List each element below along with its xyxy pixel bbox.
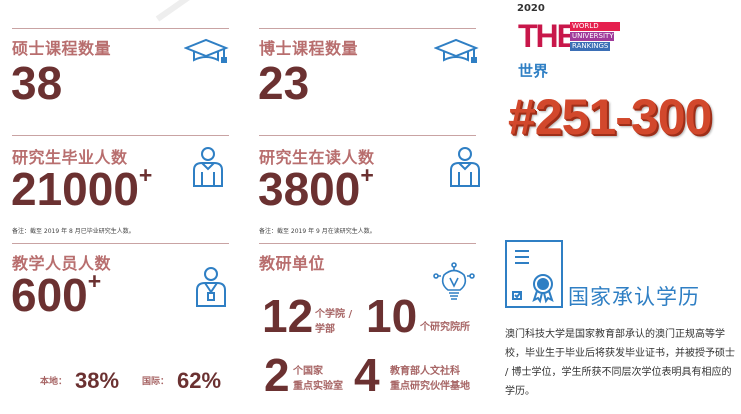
master-programs-value: 38: [11, 57, 63, 109]
divider: [259, 135, 476, 136]
the-logo-line: RANKINGS: [570, 42, 610, 51]
pg-graduates-title: 研究生毕业人数: [12, 148, 128, 167]
divider: [12, 243, 229, 244]
value-number: 3800: [258, 163, 361, 215]
institutes-value: 10: [366, 290, 418, 342]
pg-graduates-note: 备注：截至 2019 年 8 月已毕业研究生人数。: [12, 228, 135, 235]
certificate-icon: [505, 240, 563, 308]
faculties-label: 个学院 / 学部: [315, 307, 352, 337]
phd-programs-value: 23: [258, 57, 310, 109]
institutes-label: 个研究院所: [420, 322, 470, 333]
phd-programs-title: 博士课程数量: [259, 39, 359, 58]
mortarboard-icon: [184, 38, 230, 64]
lightbulb-icon: [432, 262, 476, 304]
divider: [259, 243, 476, 244]
staff-badge-icon: [195, 266, 227, 308]
pg-graduates-value: 21000+: [11, 163, 152, 215]
label-line: 学部: [315, 324, 335, 335]
the-logo-line: UNIVERSITY: [570, 32, 614, 41]
value-suffix: +: [87, 268, 102, 294]
label-line: 个国家: [293, 366, 323, 377]
labs-label: 个国家 重点实验室: [293, 364, 343, 394]
master-programs-title: 硕士课程数量: [12, 39, 112, 58]
the-logo-text: THE: [518, 18, 578, 54]
recognition-body: 澳门科技大学是国家教育部承认的澳门正规高等学校，毕业生于毕业后将获发毕业证书，并…: [505, 329, 735, 397]
pg-current-value: 3800+: [258, 163, 374, 215]
person-icon: [449, 146, 481, 188]
recognition-title: 国家承认学历: [568, 285, 700, 309]
bases-label: 教育部人文社科 重点研究伙伴基地: [390, 364, 470, 394]
research-units-title: 教研单位: [259, 254, 326, 273]
ranking-scope: 世界: [518, 62, 549, 80]
divider: [12, 135, 229, 136]
label-line: 教育部人文社科: [390, 366, 460, 377]
label-line: 重点研究伙伴基地: [390, 381, 470, 392]
mortarboard-icon: [434, 38, 480, 64]
label-line: 个学院 /: [315, 309, 353, 320]
value-suffix: +: [138, 162, 153, 188]
the-logo: THE WORLD UNIVERSITY RANKINGS: [518, 20, 628, 52]
person-icon: [192, 146, 224, 188]
faculties-value: 12: [262, 290, 314, 342]
labs-value: 2: [264, 349, 290, 401]
value-number: 600: [11, 269, 88, 321]
pg-current-title: 研究生在读人数: [259, 148, 375, 167]
value-suffix: +: [360, 162, 374, 188]
the-logo-line: WORLD: [570, 22, 620, 31]
pg-current-note: 备注：截至 2019 年 9 月在读研究生人数。: [259, 228, 376, 235]
ranking-year: 2020: [517, 3, 545, 14]
divider: [12, 28, 229, 29]
intl-value: 62%: [177, 368, 222, 393]
label-line: 重点实验室: [293, 381, 343, 392]
ranking-value: #251-300: [508, 89, 712, 145]
bases-value: 4: [354, 349, 380, 401]
intl-label: 国际：: [142, 377, 170, 387]
local-value: 38%: [75, 368, 120, 393]
value-number: 21000: [11, 163, 139, 215]
divider: [259, 28, 476, 29]
local-label: 本地：: [40, 377, 68, 387]
faculty-value: 600+: [11, 269, 101, 321]
faculty-title: 教学人员人数: [12, 254, 112, 273]
